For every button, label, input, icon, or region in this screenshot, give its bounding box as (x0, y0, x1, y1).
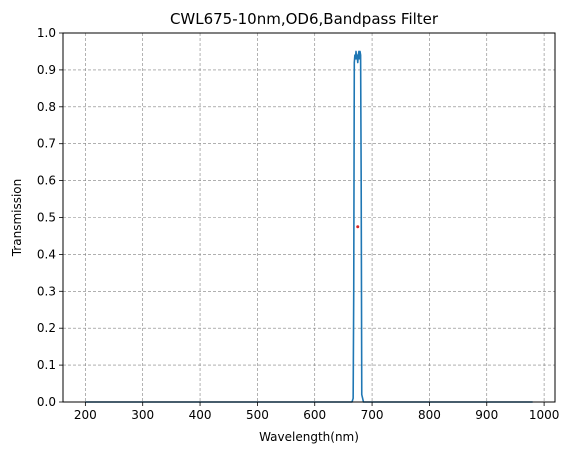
y-tick-label: 0.5 (37, 211, 56, 225)
y-tick-label: 0.3 (37, 284, 56, 298)
axis-ticks: 200 300 400 500 600 700 800 900 1000 0.0 0.1 0.2 0.3… (37, 26, 559, 422)
y-tick-label: 1.0 (37, 26, 56, 40)
y-tick-label: 0.4 (37, 247, 56, 261)
x-tick-label: 300 (131, 408, 154, 422)
x-tick-label: 200 (74, 408, 97, 422)
y-tick-label: 0.7 (37, 137, 56, 151)
series-line (85, 50, 533, 403)
cwl-marker-point (356, 225, 360, 229)
x-tick-label: 1000 (529, 408, 560, 422)
y-tick-label: 0.9 (37, 63, 56, 77)
x-tick-label: 500 (246, 408, 269, 422)
x-tick-label: 800 (418, 408, 441, 422)
y-tick-label: 0.0 (37, 395, 56, 409)
chart-title: CWL675-10nm,OD6,Bandpass Filter (170, 10, 439, 28)
y-axis-label: Transmission (10, 179, 24, 258)
y-tick-label: 0.6 (37, 174, 56, 188)
y-tick-label: 0.1 (37, 358, 56, 372)
x-tick-label: 700 (361, 408, 384, 422)
x-tick-label: 400 (189, 408, 212, 422)
x-tick-label: 900 (475, 408, 498, 422)
y-tick-label: 0.2 (37, 321, 56, 335)
x-axis-label: Wavelength(nm) (259, 430, 359, 444)
y-tick-label: 0.8 (37, 100, 56, 114)
x-tick-label: 600 (303, 408, 326, 422)
data-series-layer (85, 50, 533, 403)
